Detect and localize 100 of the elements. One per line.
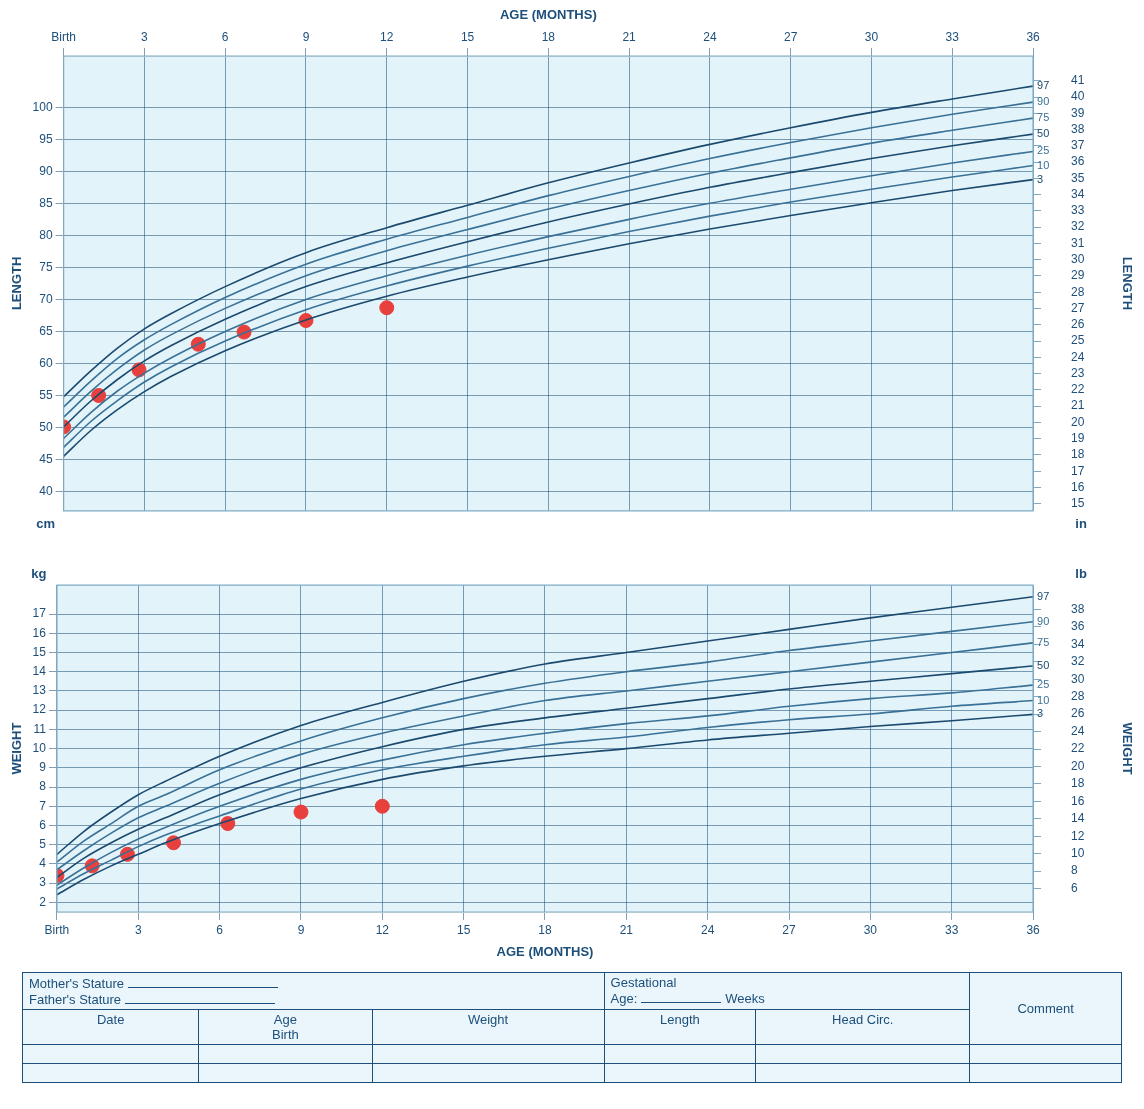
x-tick-label: 30 xyxy=(864,30,879,45)
x-tick-label: 36 xyxy=(1026,30,1041,45)
x-axis-title: AGE (MONTHS) xyxy=(496,943,594,959)
y2-tick-label: 22 xyxy=(1071,382,1085,397)
x-tick-label: 12 xyxy=(380,30,394,45)
series-label: 10 xyxy=(1037,693,1050,706)
y2-tick-label: 35 xyxy=(1071,170,1085,185)
y2-tick-label: 20 xyxy=(1071,414,1085,429)
y-axis-title: LENGTH xyxy=(9,256,25,311)
series-label: 90 xyxy=(1037,95,1050,108)
x-tick-label: 24 xyxy=(703,30,717,45)
text: Length xyxy=(660,1012,700,1027)
series-label: 75 xyxy=(1037,111,1050,124)
y-tick-label: 8 xyxy=(39,779,47,794)
y2-tick-label: 17 xyxy=(1071,463,1085,478)
x-tick-label: 21 xyxy=(619,922,634,937)
y2-tick-label: 32 xyxy=(1071,654,1085,669)
y2-tick-label: 36 xyxy=(1071,154,1085,169)
y-tick-label: 50 xyxy=(39,419,53,434)
y-tick-label: 90 xyxy=(39,163,53,178)
y2-tick-label: 38 xyxy=(1071,121,1085,136)
text: Comment xyxy=(1017,1001,1074,1016)
series-label: 97 xyxy=(1037,79,1050,92)
y2-tick-label: 12 xyxy=(1071,828,1085,843)
x-tick-label: Birth xyxy=(51,30,76,45)
y-tick-label: 95 xyxy=(39,131,53,146)
point xyxy=(374,798,390,814)
x-tick-label: 6 xyxy=(216,922,224,937)
x-tick-label: 27 xyxy=(782,922,797,937)
x-tick-label: 15 xyxy=(456,922,471,937)
y2-tick-label: 10 xyxy=(1071,845,1085,860)
text: Age xyxy=(273,1012,297,1027)
text: cm xyxy=(36,516,56,532)
x-tick-label: 33 xyxy=(945,30,960,45)
y-tick-label: 6 xyxy=(39,817,47,832)
y-tick-label: 3 xyxy=(39,875,47,890)
x-tick-label: 36 xyxy=(1026,922,1041,937)
y2-axis-title: WEIGHT xyxy=(1119,722,1135,775)
y2-tick-label: 30 xyxy=(1071,671,1085,686)
y-tick-label: 80 xyxy=(39,227,53,242)
y2-tick-label: 40 xyxy=(1071,89,1085,104)
y2-tick-label: 26 xyxy=(1071,706,1085,721)
y-tick-label: 11 xyxy=(33,721,47,736)
y2-tick-label: 14 xyxy=(1071,811,1085,826)
series-label: 25 xyxy=(1037,678,1050,691)
y2-tick-label: 16 xyxy=(1071,479,1085,494)
y-tick-label: 16 xyxy=(32,625,47,640)
x-tick-label: 9 xyxy=(302,30,310,45)
x-tick-label: 6 xyxy=(221,30,229,45)
text: Date xyxy=(96,1012,125,1027)
y-tick-label: 14 xyxy=(32,664,47,679)
x-tick-label: Birth xyxy=(44,922,70,937)
y2-tick-label: 22 xyxy=(1071,741,1085,756)
x-tick-label: 18 xyxy=(538,922,552,937)
y2-tick-label: 38 xyxy=(1071,601,1085,616)
text: in xyxy=(1075,516,1087,532)
y2-tick-label: 29 xyxy=(1071,268,1085,283)
y-tick-label: 60 xyxy=(39,355,53,370)
y2-tick-label: 31 xyxy=(1071,235,1085,250)
y2-tick-label: 34 xyxy=(1071,186,1085,201)
x-tick-label: 18 xyxy=(541,30,556,45)
series-label: 90 xyxy=(1037,614,1050,627)
series-label: 50 xyxy=(1037,658,1050,671)
x-tick-label: 15 xyxy=(460,30,475,45)
y2-tick-label: 23 xyxy=(1071,365,1085,380)
x-tick-label: 24 xyxy=(701,922,715,937)
y2-tick-label: 18 xyxy=(1071,776,1085,791)
series-label: 10 xyxy=(1037,158,1050,171)
y2-tick-label: 19 xyxy=(1071,431,1085,446)
y-tick-label: 15 xyxy=(32,644,47,659)
y2-tick-label: 28 xyxy=(1071,689,1085,704)
y-tick-label: 100 xyxy=(32,99,53,114)
y2-tick-label: 33 xyxy=(1071,203,1085,218)
text: Head Circ. xyxy=(832,1012,894,1027)
y2-tick-label: 39 xyxy=(1071,105,1085,120)
y2-tick-label: 28 xyxy=(1071,284,1085,299)
x-tick-label: 3 xyxy=(134,922,142,937)
y2-tick-label: 30 xyxy=(1071,252,1085,267)
series-label: 25 xyxy=(1037,144,1050,157)
y-tick-label: 5 xyxy=(39,837,47,852)
text: Gestational xyxy=(610,975,677,990)
y-tick-label: 85 xyxy=(39,195,53,210)
text: lb xyxy=(1075,565,1087,581)
y2-tick-label: 15 xyxy=(1071,496,1085,511)
y-tick-label: 7 xyxy=(39,798,47,813)
y-tick-label: 10 xyxy=(32,740,47,755)
y2-tick-label: 24 xyxy=(1071,349,1085,364)
y-tick-label: 4 xyxy=(39,856,47,871)
y2-tick-label: 16 xyxy=(1071,793,1085,808)
y-tick-label: 9 xyxy=(39,760,47,775)
y2-tick-label: 24 xyxy=(1071,723,1085,738)
y-axis-title: WEIGHT xyxy=(9,722,25,775)
y2-tick-label: 6 xyxy=(1071,880,1079,895)
text: kg xyxy=(31,565,47,581)
y-tick-label: 70 xyxy=(39,291,53,306)
y2-tick-label: 36 xyxy=(1071,619,1085,634)
y-tick-label: 12 xyxy=(32,702,47,717)
text: Birth xyxy=(272,1027,299,1042)
text: Age: xyxy=(610,991,638,1006)
point xyxy=(379,300,395,316)
